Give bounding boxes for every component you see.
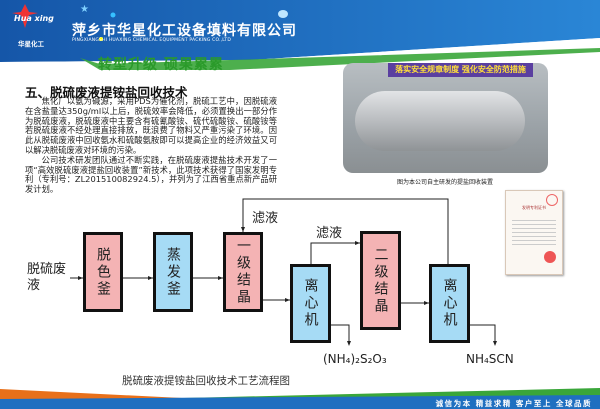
paragraph: 焦化厂以氨为碱源，采用PDS为催化剂，脱硫工艺中，因脱硫液在含盐量达350g/m…: [25, 96, 277, 155]
header-banner: [0, 0, 600, 70]
logo-script: Hua xing: [14, 14, 54, 23]
company-name: 萍乡市华星化工设备填料有限公司: [72, 23, 297, 39]
patent-certificate: 发明专利证书: [505, 190, 563, 275]
photo-banner: 落实安全规章制度 强化安全防范措施: [388, 63, 533, 77]
output-thiosulfate: (NH₄)₂S₂O₃: [323, 352, 387, 366]
company-name-en: PINGXIANGSHI HUAXING CHEMICAL EQUIPMENT …: [72, 38, 232, 43]
photo-caption: 图为本公司自主研发的提盐回收装置: [397, 179, 494, 186]
filtrate-label: 滤液: [316, 226, 343, 241]
flow-caption: 脱硫废液提铵盐回收技术工艺流程图: [122, 375, 290, 387]
flow-box-crystal-2: 二级结晶: [360, 231, 401, 330]
flow-input: 脱硫废液: [27, 262, 67, 293]
logo-cn: 华星化工: [18, 40, 44, 48]
flow-box-centrifuge-2: 离心机: [429, 264, 470, 343]
output-thiocyanate: NH₄SCN: [466, 352, 514, 366]
flow-box-crystal-1: 一级结晶: [223, 232, 263, 312]
star-icon: ★: [80, 4, 89, 15]
flow-box-evaporator: 蒸发釜: [153, 232, 193, 312]
flow-box-decolor: 脱色釜: [83, 232, 123, 312]
flow-box-centrifuge-1: 离心机: [290, 264, 331, 343]
certificate-title: 发明专利证书: [522, 205, 546, 210]
equipment-photo: 落实安全规章制度 强化安全防范措施: [343, 63, 548, 173]
article-title: 五、脱硫废液提铵盐回收技术: [25, 85, 188, 100]
footer-motto: 诚信为本 精益求精 客户至上 全球品质: [435, 399, 592, 408]
tank-image: [355, 91, 525, 151]
paragraph: 公司技术研发团队通过不断实践，在脱硫废液提盐技术开发了一项“高效脱硫废液提盐回收…: [25, 154, 277, 195]
article-body: 焦化厂以氨为碱源，采用PDS为催化剂，脱硫工艺中，因脱硫液在含盐量达350g/m…: [25, 96, 277, 195]
footer-bands: [0, 388, 600, 409]
filtrate-label: 滤液: [252, 211, 279, 226]
slogan: 转型升级 硕果累累: [98, 57, 224, 73]
